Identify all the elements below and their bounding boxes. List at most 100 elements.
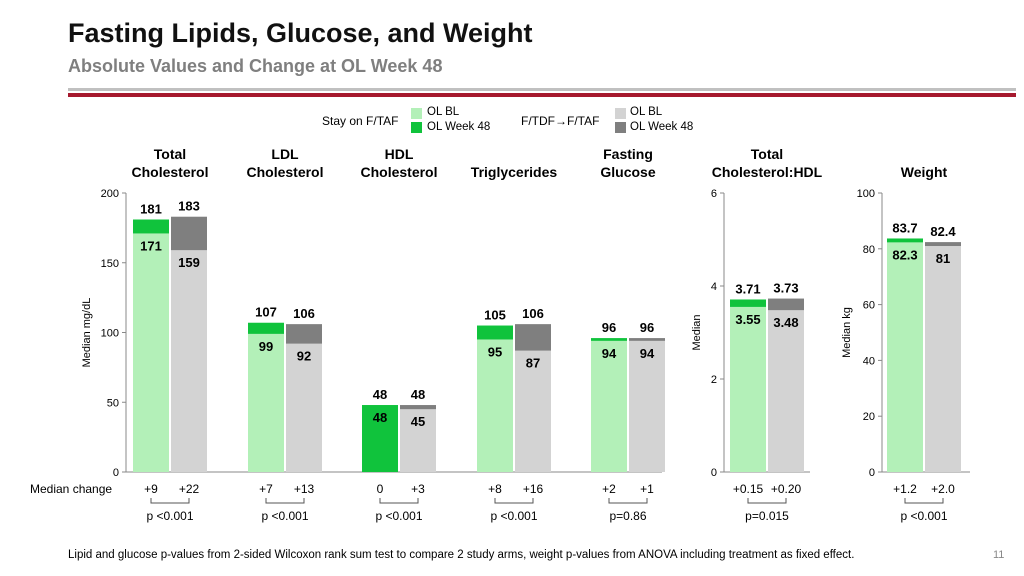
bar-switch-ol-wk48: [171, 216, 207, 251]
bar-switch-ol-wk48: [629, 338, 665, 341]
data-label-switch-wk48: 82.4: [930, 224, 956, 239]
median-change-switch: +16: [523, 482, 544, 496]
bar-switch-ol-bl: [768, 310, 804, 472]
category-label: Cholesterol: [246, 164, 323, 180]
y-tick-label: 0: [711, 467, 717, 479]
p-value-bracket: [747, 498, 787, 504]
legend-switch-bl: OL BL: [630, 106, 663, 118]
median-change-row-label: Median change: [30, 482, 112, 496]
bar-switch-ol-bl: [286, 343, 322, 472]
y-tick-label: 2: [711, 374, 717, 386]
data-label-stay-bl: 95: [488, 344, 502, 359]
data-label-switch-bl: 159: [178, 255, 200, 270]
data-label-switch-bl: 81: [936, 251, 950, 266]
y-tick-label: 0: [113, 467, 119, 479]
bar-switch-ol-wk48: [768, 298, 804, 311]
bar-switch-ol-bl: [515, 350, 551, 472]
bar-stay-ol-wk48: [477, 325, 513, 340]
data-label-stay-wk48: 105: [484, 308, 506, 323]
bar-stay-ol-bl: [477, 339, 513, 472]
median-change-switch: +22: [179, 482, 200, 496]
bar-stay-ol-bl: [591, 340, 627, 472]
y-tick-label: 100: [857, 188, 875, 200]
y-tick-label: 20: [863, 411, 875, 423]
category-label: Cholesterol:HDL: [712, 164, 823, 180]
p-value-label: p <0.001: [490, 509, 537, 523]
data-label-switch-wk48: 106: [522, 306, 544, 321]
legend-stay-bl: OL BL: [427, 106, 460, 118]
y-tick-label: 60: [863, 300, 875, 312]
category-label: Glucose: [600, 164, 655, 180]
p-value-label: p <0.001: [375, 509, 422, 523]
bar-switch-ol-wk48: [925, 242, 961, 247]
legend-swatch-stay-wk48: [411, 122, 422, 133]
category-label: Total: [751, 146, 783, 162]
bar-switch-ol-wk48: [286, 324, 322, 344]
page-title: Fasting Lipids, Glucose, and Weight: [68, 18, 533, 48]
data-label-switch-wk48: 106: [293, 306, 315, 321]
median-change-stay: +7: [259, 482, 273, 496]
data-label-switch-bl: 3.48: [773, 315, 798, 330]
p-value-label: p <0.001: [900, 509, 947, 523]
median-change-switch: +2.0: [931, 482, 955, 496]
category-label: Triglycerides: [471, 164, 558, 180]
category-label: Cholesterol: [360, 164, 437, 180]
data-label-stay-wk48: 3.71: [735, 281, 760, 296]
legend-group-stay: Stay on F/TAF: [322, 114, 399, 128]
data-label-stay-bl: 82.3: [892, 247, 917, 262]
data-label-stay-wk48: 48: [373, 387, 387, 402]
y-axis-label: Median kg: [841, 307, 853, 358]
data-label-stay-bl: 3.55: [735, 312, 760, 327]
data-label-stay-bl: 99: [259, 339, 273, 354]
category-label: LDL: [271, 146, 299, 162]
legend-swatch-switch-bl: [615, 108, 626, 119]
y-tick-label: 100: [101, 328, 119, 340]
page-subtitle: Absolute Values and Change at OL Week 48: [68, 56, 443, 76]
median-change-switch: +13: [294, 482, 315, 496]
p-value-label: p <0.001: [146, 509, 193, 523]
p-value-bracket: [265, 498, 305, 504]
data-label-stay-wk48: 181: [140, 202, 162, 217]
legend-group-switch: F/TDF→F/TAF: [521, 114, 600, 128]
y-axis-label: Median: [691, 314, 703, 350]
p-value-bracket: [379, 498, 419, 504]
bar-switch-ol-wk48: [515, 324, 551, 351]
y-axis-label: Median mg/dL: [81, 298, 93, 368]
median-change-stay: +2: [602, 482, 616, 496]
median-change-stay: +8: [488, 482, 502, 496]
data-label-stay-bl: 48: [373, 410, 387, 425]
data-label-switch-wk48: 3.73: [773, 281, 798, 296]
bar-switch-ol-bl: [629, 340, 665, 472]
category-label: Total: [154, 146, 186, 162]
y-tick-label: 200: [101, 188, 119, 200]
bar-stay-ol-wk48: [730, 299, 766, 307]
page-number: 11: [993, 549, 1005, 561]
y-tick-label: 80: [863, 244, 875, 256]
bar-stay-ol-bl: [248, 333, 284, 472]
y-tick-label: 150: [101, 258, 119, 270]
median-change-stay: 0: [377, 482, 384, 496]
data-label-switch-bl: 94: [640, 346, 655, 361]
y-tick-label: 4: [711, 281, 717, 293]
legend-stay-wk48: OL Week 48: [427, 121, 491, 133]
data-label-switch-wk48: 48: [411, 387, 425, 402]
bar-stay-ol-wk48: [362, 405, 398, 472]
bar-stay-ol-wk48: [887, 238, 923, 243]
p-value-label: p <0.001: [261, 509, 308, 523]
p-value-label: p=0.86: [609, 509, 646, 523]
data-label-stay-wk48: 107: [255, 305, 277, 320]
data-label-switch-bl: 45: [411, 414, 425, 429]
y-tick-label: 50: [107, 397, 119, 409]
median-change-switch: +1: [640, 482, 654, 496]
category-label: Fasting: [603, 146, 653, 162]
median-change-stay: +0.15: [733, 482, 764, 496]
p-value-bracket: [494, 498, 534, 504]
median-change-stay: +1.2: [893, 482, 917, 496]
data-label-switch-wk48: 96: [640, 320, 654, 335]
bar-switch-ol-wk48: [400, 405, 436, 410]
header-rule-red: [68, 93, 1016, 97]
data-label-stay-wk48: 96: [602, 320, 616, 335]
bar-stay-ol-bl: [730, 306, 766, 472]
p-value-label: p=0.015: [745, 509, 789, 523]
median-change-stay: +9: [144, 482, 158, 496]
